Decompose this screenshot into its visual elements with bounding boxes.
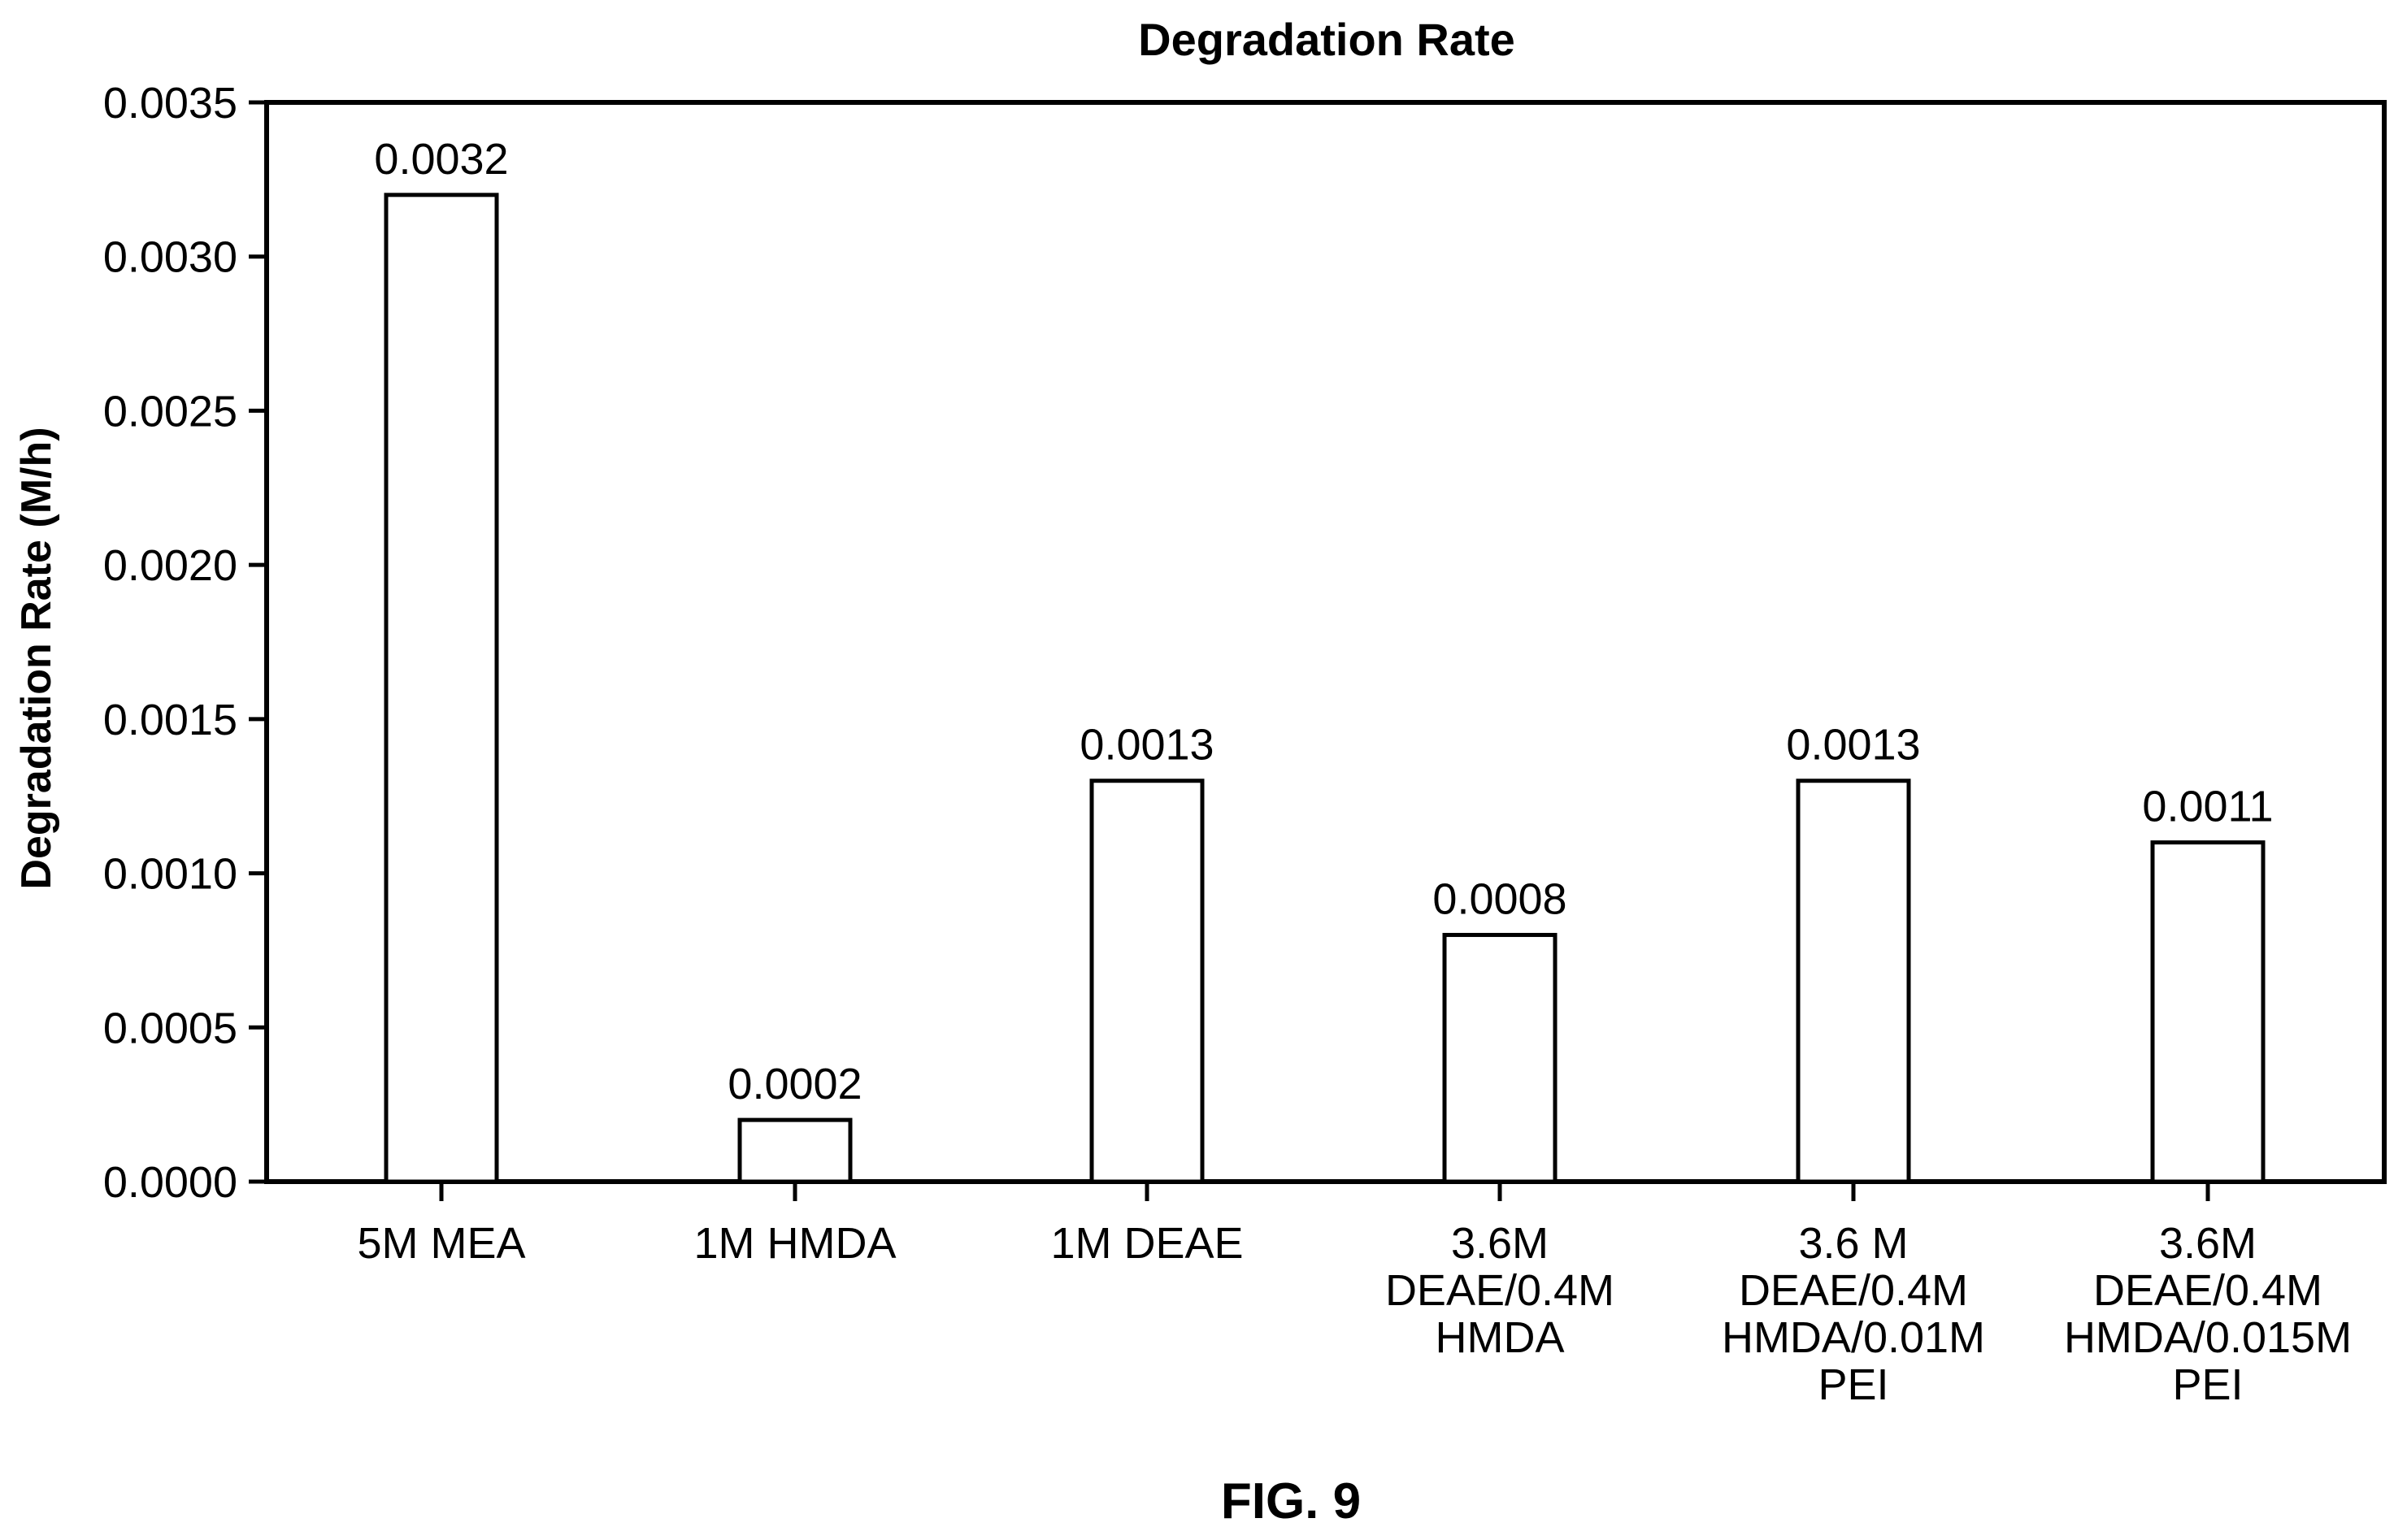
y-axis: 0.0000 0.0005 0.0010 0.0015 0.0020 0.0025 0.00… [103, 79, 267, 1207]
bar [384, 193, 499, 1184]
x-category-label-line: DEAE/0.4M [1385, 1266, 1614, 1315]
bars-group: 0.0032 0.0002 0.0013 0.0008 0.0013 0.0011 [374, 135, 2274, 1184]
y-tick-label: 0.0030 [103, 233, 237, 282]
x-category-label-line: PEI [1818, 1360, 1888, 1409]
x-category-label: 3.6M DEAE/0.4M HMDA/0.015M PEI [2064, 1219, 2352, 1409]
x-category-label-line: DEAE/0.4M [1739, 1266, 1968, 1315]
y-tick-label: 0.0005 [103, 1004, 237, 1052]
y-axis-label: Degradation Rate (M/h) [13, 427, 60, 889]
bar-value-label: 0.0011 [2142, 783, 2273, 831]
x-category-label: 3.6 M DEAE/0.4M HMDA/0.01M PEI [1722, 1219, 1985, 1409]
x-category-label: 3.6M DEAE/0.4M HMDA [1385, 1219, 1614, 1362]
x-category-label: 1M DEAE [1050, 1219, 1243, 1268]
x-category-label-line: 1M DEAE [1050, 1219, 1243, 1268]
x-category-label-line: PEI [2172, 1360, 2243, 1409]
x-category-label-line: HMDA/0.015M [2064, 1313, 2352, 1362]
y-tick-label: 0.0000 [103, 1158, 237, 1207]
bar-value-label: 0.0008 [1432, 874, 1566, 923]
x-category-label-line: 1M HMDA [693, 1219, 896, 1268]
bar [1796, 779, 1911, 1184]
bar [1089, 779, 1205, 1184]
x-category-label: 5M MEA [357, 1219, 525, 1268]
x-category-label: 1M HMDA [693, 1219, 896, 1268]
y-tick-label: 0.0010 [103, 850, 237, 899]
x-axis: 5M MEA 1M HMDA 1M DEAE 3.6M DEAE/0.4M HMDA3.6… [357, 1182, 2352, 1409]
x-category-label-line: 5M MEA [357, 1219, 525, 1268]
chart-title: Degradation Rate [1138, 14, 1515, 65]
bar [737, 1117, 853, 1184]
y-tick-label: 0.0015 [103, 696, 237, 744]
bar-value-label: 0.0013 [1786, 721, 1920, 770]
x-category-label-line: 3.6M [1451, 1219, 1549, 1268]
x-category-label-line: HMDA [1436, 1313, 1565, 1362]
y-tick-label: 0.0035 [103, 79, 237, 128]
x-category-label-line: HMDA/0.01M [1722, 1313, 1985, 1362]
bar-value-label: 0.0013 [1080, 721, 1214, 770]
x-category-label-line: 3.6 M [1798, 1219, 1908, 1268]
bar-value-label: 0.0032 [374, 135, 508, 184]
bar-value-label: 0.0002 [728, 1060, 862, 1108]
x-category-label-line: DEAE/0.4M [2093, 1266, 2322, 1315]
x-category-label-line: 3.6M [2159, 1219, 2257, 1268]
bar [2150, 840, 2266, 1184]
plot-area-frame [264, 100, 2387, 1184]
bar [1442, 932, 1558, 1184]
y-tick-label: 0.0020 [103, 541, 237, 590]
figure-caption: FIG. 9 [1221, 1473, 1361, 1529]
y-tick-label: 0.0025 [103, 387, 237, 436]
